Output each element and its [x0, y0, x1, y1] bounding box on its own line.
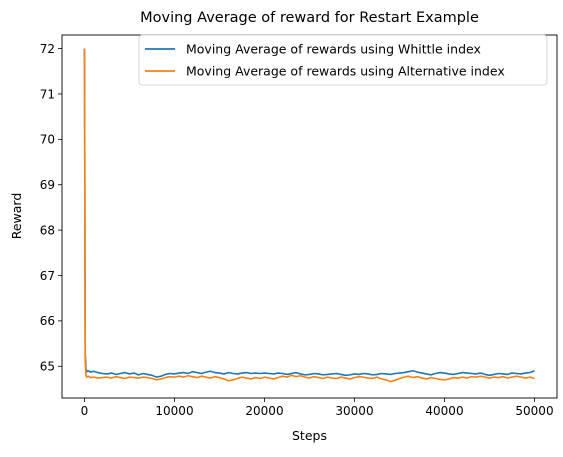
y-tick-label: 66 [40, 314, 55, 328]
x-tick-label: 50000 [515, 404, 553, 418]
series-layer [83, 48, 535, 383]
chart-title: Moving Average of reward for Restart Exa… [140, 10, 479, 26]
series-line-whittle [83, 48, 535, 378]
y-tick-label: 71 [40, 87, 55, 101]
x-axis-label: Steps [292, 428, 327, 443]
x-tick-label: 0 [81, 404, 89, 418]
x-tick-label: 30000 [335, 404, 373, 418]
legend: Moving Average of rewards using Whittle … [138, 34, 548, 86]
y-axis-label: Reward [9, 193, 24, 240]
y-tick-label: 72 [40, 42, 55, 56]
y-tick-label: 70 [40, 133, 55, 147]
legend-label-whittle: Moving Average of rewards using Whittle … [186, 42, 481, 57]
x-axis-ticks: 0 10000 20000 30000 40000 50000 [81, 398, 554, 418]
y-tick-label: 68 [40, 223, 55, 237]
y-tick-label: 69 [40, 178, 55, 192]
plot-area [62, 35, 557, 398]
legend-label-alternative: Moving Average of rewards using Alternat… [186, 64, 505, 79]
x-tick-label: 40000 [425, 404, 463, 418]
series-line-alternative [83, 48, 535, 383]
legend-box [138, 34, 548, 86]
x-tick-label: 20000 [245, 404, 283, 418]
y-tick-label: 67 [40, 269, 55, 283]
y-axis-ticks: 65 66 67 68 69 70 71 72 [40, 42, 62, 374]
x-tick-label: 10000 [155, 404, 193, 418]
y-tick-label: 65 [40, 360, 55, 374]
